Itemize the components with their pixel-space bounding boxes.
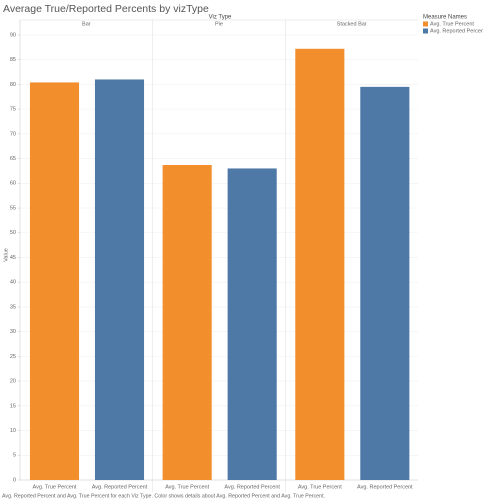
legend-label: Avg. True Percent: [430, 21, 474, 27]
y-tick-label: 35: [10, 304, 16, 310]
x-tick-label: Avg. True Percent: [298, 484, 342, 490]
pane-label: Pie: [215, 21, 223, 27]
y-tick-label: 80: [10, 82, 16, 88]
legend-label: Avg. Reported Percent: [430, 28, 483, 34]
y-tick-label: 90: [10, 32, 16, 38]
y-tick-label: 85: [10, 57, 16, 63]
y-tick-label: 5: [13, 453, 16, 459]
bar: [162, 165, 212, 480]
bar: [360, 86, 410, 480]
y-tick-label: 75: [10, 107, 16, 113]
bar: [29, 82, 80, 481]
y-tick-label: 50: [10, 230, 16, 236]
x-tick-label: Avg. True Percent: [165, 484, 209, 490]
pane-label: Bar: [82, 21, 91, 27]
x-tick-label: Avg. True Percent: [33, 484, 77, 490]
y-tick-label: 15: [10, 403, 16, 409]
y-tick-label: 30: [10, 329, 16, 335]
x-tick-label: Avg. Reported Percent: [224, 484, 280, 490]
y-tick-label: 25: [10, 354, 16, 360]
y-tick-label: 45: [10, 255, 16, 261]
y-tick-label: 55: [10, 205, 16, 211]
y-tick-label: 65: [10, 156, 16, 162]
bar: [94, 79, 145, 480]
y-tick-label: 40: [10, 280, 16, 286]
column-header: Viz Type: [209, 15, 232, 21]
bar: [295, 48, 345, 481]
legend-swatch: [423, 28, 428, 34]
pane-label: Stacked Bar: [337, 21, 367, 27]
legend-title: Measure Names: [423, 15, 467, 21]
chart-title: Average True/Reported Percents by vizTyp…: [3, 3, 209, 15]
bar: [227, 168, 277, 480]
x-tick-label: Avg. Reported Percent: [92, 484, 148, 490]
y-tick-label: 0: [13, 477, 16, 483]
y-tick-label: 70: [10, 131, 16, 137]
legend-swatch: [423, 21, 428, 27]
caption: Avg. Reported Percent and Avg. True Perc…: [2, 493, 325, 499]
x-tick-label: Avg. Reported Percent: [357, 484, 413, 490]
y-tick-label: 60: [10, 181, 16, 187]
y-tick-label: 10: [10, 428, 16, 434]
y-tick-label: 20: [10, 379, 16, 385]
y-axis-label: Value: [3, 248, 9, 262]
